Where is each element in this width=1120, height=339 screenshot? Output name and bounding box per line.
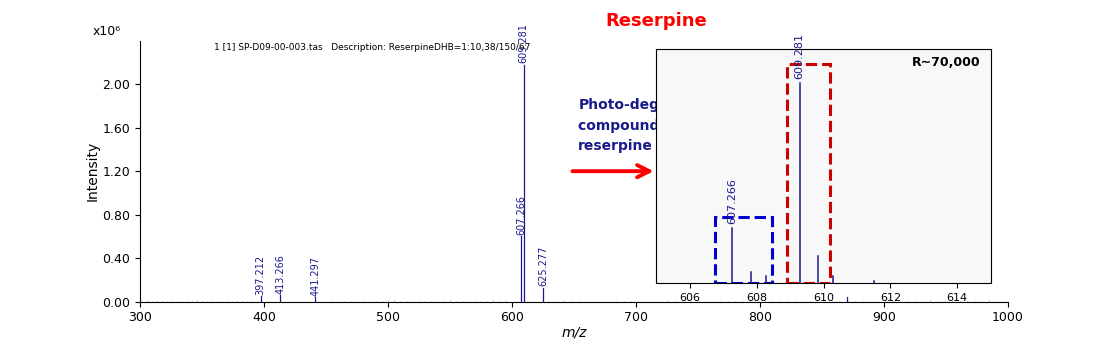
Text: 397.212: 397.212 (255, 255, 265, 295)
Bar (786, 64, 830, 283)
Bar (715, 217, 772, 283)
Text: Photo-degraded
compound from
reserpine: Photo-degraded compound from reserpine (578, 98, 704, 153)
Y-axis label: Intensity: Intensity (85, 141, 100, 201)
Text: 413.266: 413.266 (276, 254, 286, 294)
Text: Reserpine: Reserpine (606, 12, 708, 30)
Text: 1 [1] SP-D09-00-003.tas   Description: ReserpineDHB=1:10,38/150/67: 1 [1] SP-D09-00-003.tas Description: Res… (214, 43, 530, 52)
Text: x10⁶: x10⁶ (92, 25, 120, 38)
Text: 609.281: 609.281 (794, 33, 804, 79)
Text: R∼70,000: R∼70,000 (912, 56, 981, 68)
Text: 625.277: 625.277 (539, 246, 549, 286)
Text: 607.266: 607.266 (727, 179, 737, 224)
Text: 441.297: 441.297 (310, 256, 320, 296)
Text: 609.281: 609.281 (519, 23, 529, 63)
Text: 607.266: 607.266 (516, 195, 526, 235)
X-axis label: m/z: m/z (561, 326, 587, 339)
